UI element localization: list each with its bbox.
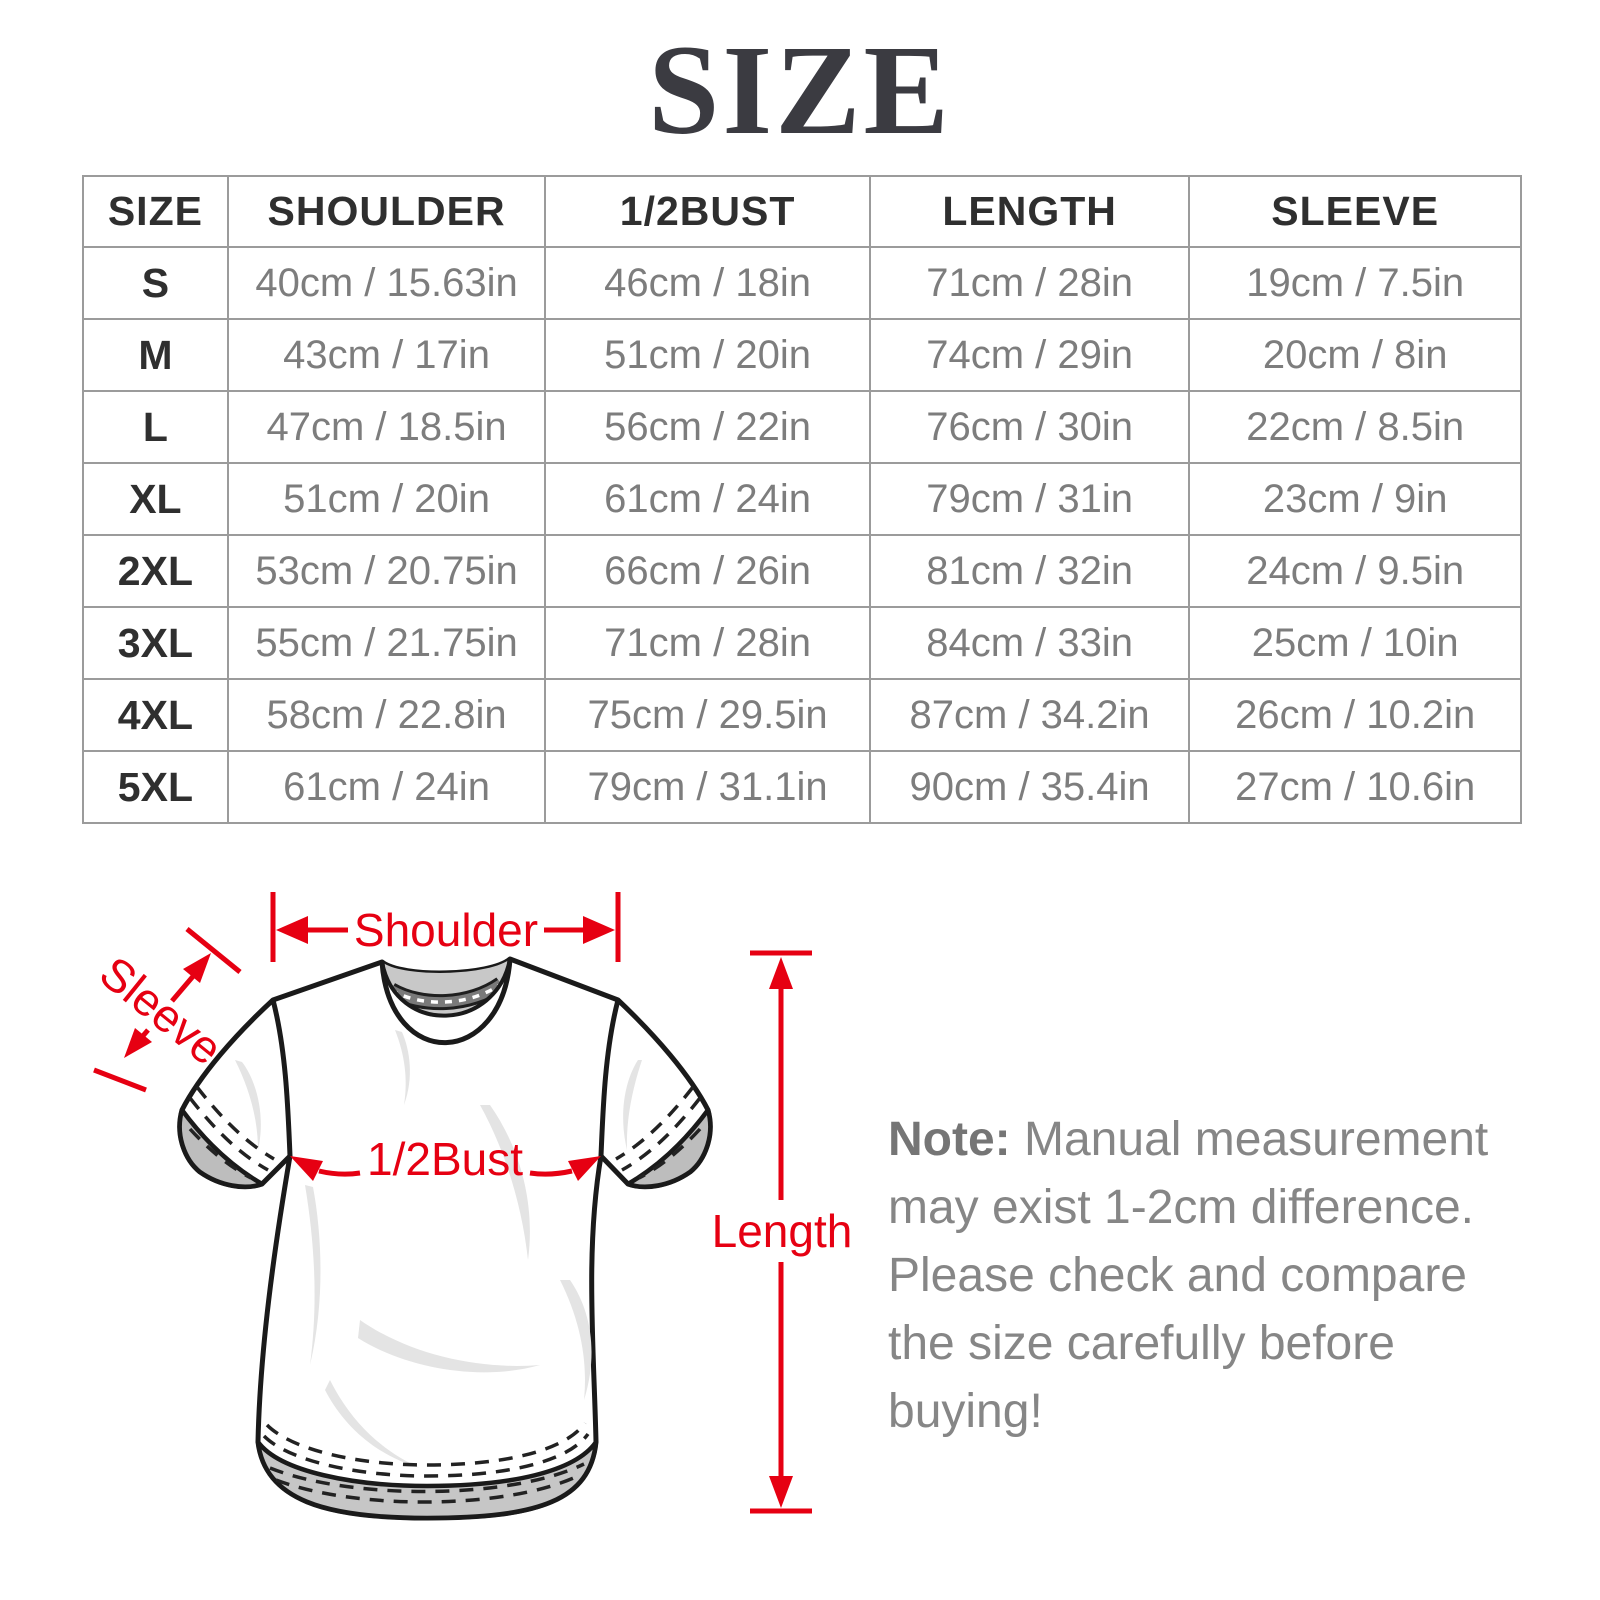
measurement-value: 79cm / 31.1in xyxy=(544,750,871,824)
right-cuff-inside xyxy=(625,1107,713,1189)
table-row: 3XL 55cm / 21.75in 71cm / 28in 84cm / 33in 2… xyxy=(82,606,1522,680)
size-label: 5XL xyxy=(82,750,229,824)
column-header-size: SIZE xyxy=(82,175,229,248)
column-header-length: LENGTH xyxy=(868,175,1191,248)
hem-stitches xyxy=(262,1421,590,1504)
size-chart-table: SIZE SHOULDER 1/2BUST LENGTH SLEEVE S 40c… xyxy=(82,175,1522,824)
measurement-value: 51cm / 20in xyxy=(226,462,547,536)
size-label: 4XL xyxy=(82,678,229,752)
tshirt-diagram-svg: Shoulder Sleeve 1/2Bust Length xyxy=(90,892,853,1521)
measurement-value: 71cm / 28in xyxy=(544,606,871,680)
measurement-value: 90cm / 35.4in xyxy=(868,750,1191,824)
table-row: XL 51cm / 20in 61cm / 24in 79cm / 31in 23cm … xyxy=(82,462,1522,536)
page-title: SIZE xyxy=(648,19,952,161)
hem-inside xyxy=(255,1439,599,1521)
measurement-value: 58cm / 22.8in xyxy=(226,678,547,752)
size-label: L xyxy=(82,390,229,464)
collar-outer-line xyxy=(379,958,513,1046)
bust-label: 1/2Bust xyxy=(367,1133,523,1185)
table-row: 5XL 61cm / 24in 79cm / 31.1in 90cm / 35.4in… xyxy=(82,750,1522,824)
measurement-value: 87cm / 34.2in xyxy=(868,678,1191,752)
collar-inner-line xyxy=(380,958,512,1018)
left-armhole-seam xyxy=(270,999,293,1157)
column-header-bust: 1/2BUST xyxy=(544,175,871,248)
measurement-value: 43cm / 17in xyxy=(226,318,547,392)
size-table-body: S 40cm / 15.63in 46cm / 18in 71cm / 28in 19c… xyxy=(82,246,1522,824)
collar-rib-band xyxy=(382,959,510,1043)
measurement-value: 26cm / 10.2in xyxy=(1188,678,1522,752)
measurement-value: 81cm / 32in xyxy=(868,534,1191,608)
size-label: S xyxy=(82,246,229,320)
table-row: M 43cm / 17in 51cm / 20in 74cm / 29in 20cm /… xyxy=(82,318,1522,392)
measurement-value: 79cm / 31in xyxy=(868,462,1191,536)
measurement-value: 23cm / 9in xyxy=(1188,462,1522,536)
table-row: S 40cm / 15.63in 46cm / 18in 71cm / 28in 19c… xyxy=(82,246,1522,320)
measurement-value: 27cm / 10.6in xyxy=(1188,750,1522,824)
wrinkle-shadows xyxy=(235,1030,642,1468)
measurement-value: 40cm / 15.63in xyxy=(226,246,547,320)
table-row: 4XL 58cm / 22.8in 75cm / 29.5in 87cm / 34.2… xyxy=(82,678,1522,752)
measurement-value: 47cm / 18.5in xyxy=(226,390,547,464)
size-label: 2XL xyxy=(82,534,229,608)
left-cuff-stitches xyxy=(188,1085,275,1180)
measurement-value: 61cm / 24in xyxy=(226,750,547,824)
measurement-value: 84cm / 33in xyxy=(868,606,1191,680)
right-armhole-seam xyxy=(598,999,621,1157)
length-label: Length xyxy=(712,1205,853,1257)
shoulder-annotation xyxy=(270,892,621,962)
measurement-value: 20cm / 8in xyxy=(1188,318,1522,392)
tshirt-measurement-diagram: Shoulder Sleeve 1/2Bust Length xyxy=(60,850,900,1590)
measurement-value: 19cm / 7.5in xyxy=(1188,246,1522,320)
note-text: Note: Manual measurement may exist 1-2cm… xyxy=(888,1106,1508,1446)
measurement-value: 71cm / 28in xyxy=(868,246,1191,320)
column-header-shoulder: SHOULDER xyxy=(226,175,547,248)
size-label: M xyxy=(82,318,229,392)
measurement-value: 76cm / 30in xyxy=(868,390,1191,464)
note-label: Note: xyxy=(888,1113,1011,1166)
measurement-value: 51cm / 20in xyxy=(544,318,871,392)
size-label: XL xyxy=(82,462,229,536)
measurement-value: 55cm / 21.75in xyxy=(226,606,547,680)
measurement-value: 56cm / 22in xyxy=(544,390,871,464)
table-row: 2XL 53cm / 20.75in 66cm / 26in 81cm / 32in 2… xyxy=(82,534,1522,608)
right-cuff-stitches xyxy=(615,1085,702,1180)
measurement-value: 75cm / 29.5in xyxy=(544,678,871,752)
table-header-row: SIZE SHOULDER 1/2BUST LENGTH SLEEVE xyxy=(82,175,1522,248)
measurement-value: 66cm / 26in xyxy=(544,534,871,608)
length-annotation xyxy=(750,950,812,1514)
table-row: L 47cm / 18.5in 56cm / 22in 76cm / 30in 22cm… xyxy=(82,390,1522,464)
sleeve-label: Sleeve xyxy=(90,946,232,1075)
sleeve-annotation xyxy=(93,927,242,1093)
measurement-value: 46cm / 18in xyxy=(544,246,871,320)
measurement-value: 53cm / 20.75in xyxy=(226,534,547,608)
measurement-value: 61cm / 24in xyxy=(544,462,871,536)
size-label: 3XL xyxy=(82,606,229,680)
note-body: Manual measurement may exist 1-2cm diffe… xyxy=(888,1113,1489,1438)
measurement-value: 24cm / 9.5in xyxy=(1188,534,1522,608)
bust-annotation xyxy=(290,1156,601,1181)
left-cuff-inside xyxy=(177,1107,265,1189)
collar-neck-tape xyxy=(386,977,506,1011)
measurement-value: 25cm / 10in xyxy=(1188,606,1522,680)
shoulder-label: Shoulder xyxy=(354,904,538,956)
column-header-sleeve: SLEEVE xyxy=(1188,175,1522,248)
measurement-value: 74cm / 29in xyxy=(868,318,1191,392)
measurement-value: 22cm / 8.5in xyxy=(1188,390,1522,464)
